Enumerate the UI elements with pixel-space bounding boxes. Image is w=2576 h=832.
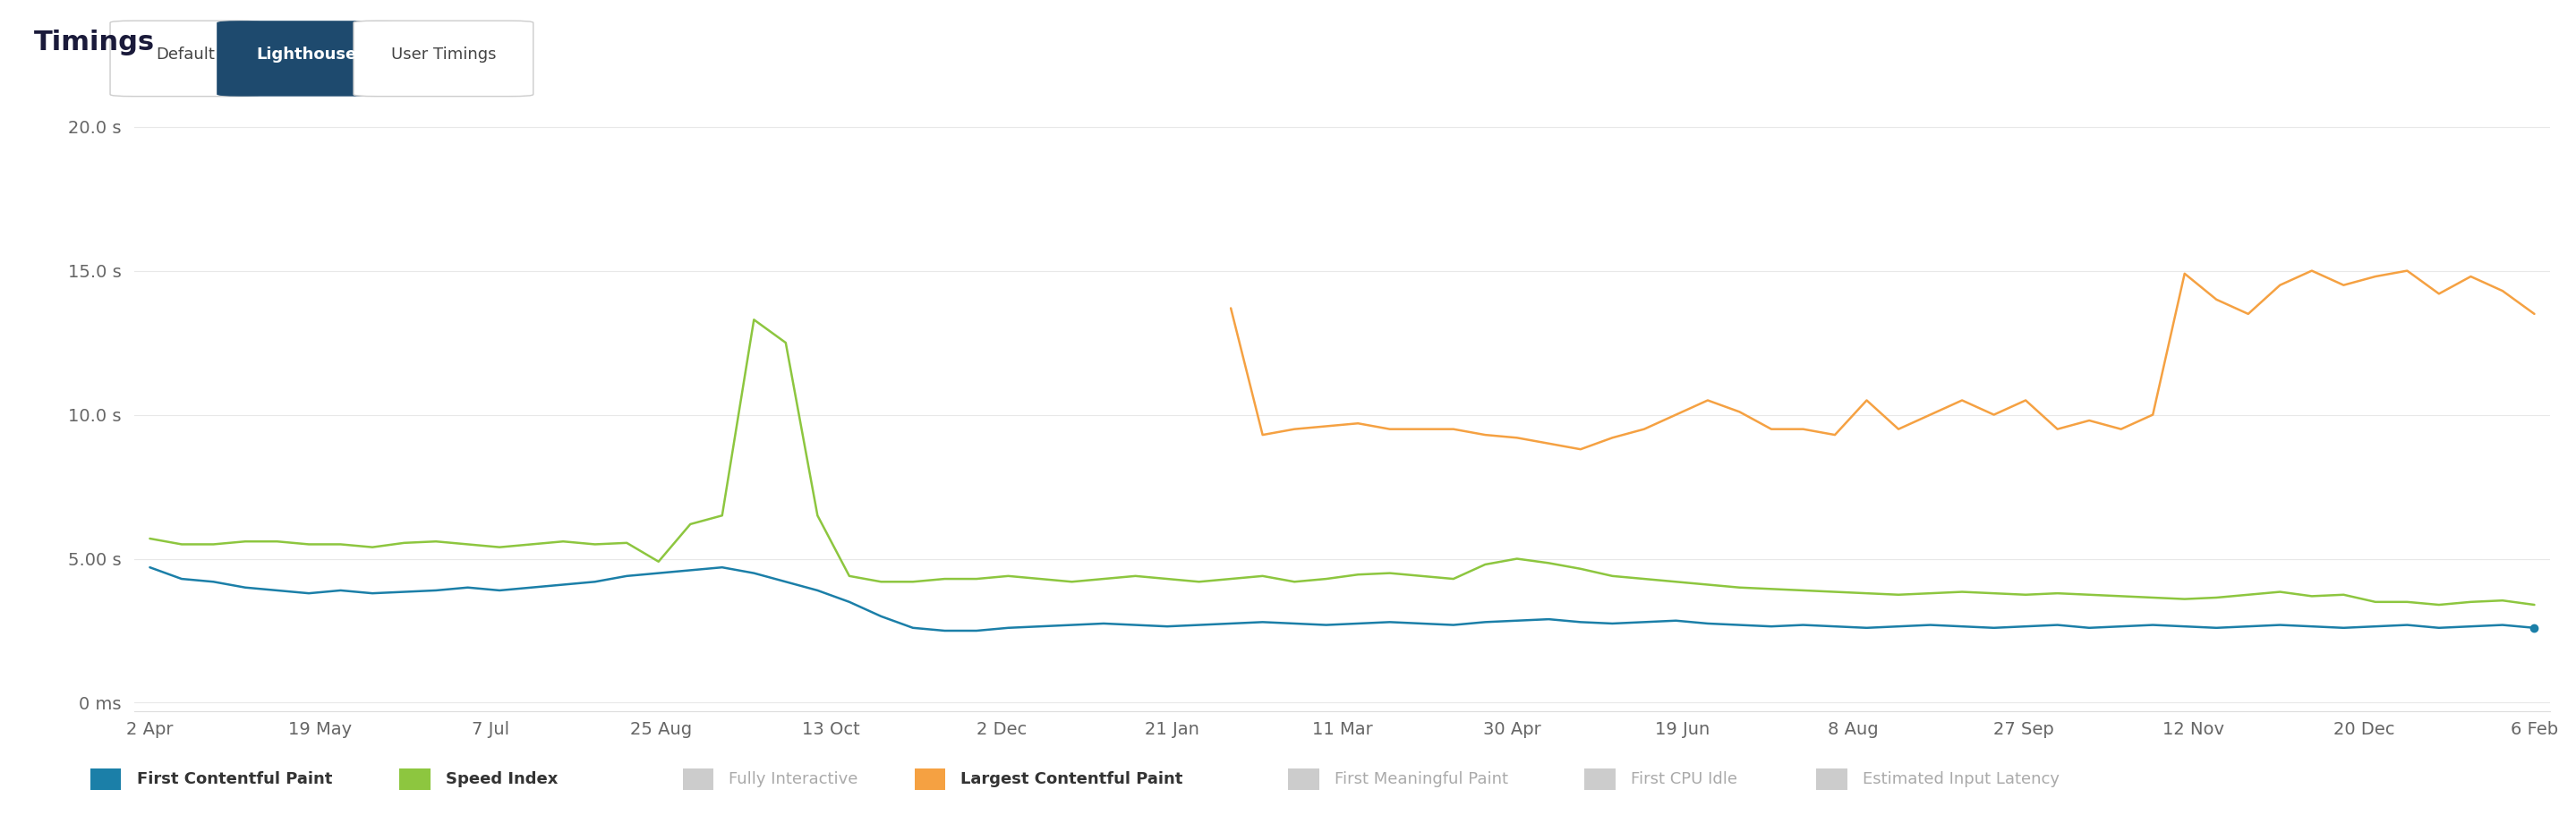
Text: Estimated Input Latency: Estimated Input Latency	[1862, 771, 2058, 787]
Text: Largest Contentful Paint: Largest Contentful Paint	[961, 771, 1182, 787]
Text: First Contentful Paint: First Contentful Paint	[137, 771, 332, 787]
Text: Fully Interactive: Fully Interactive	[729, 771, 858, 787]
Bar	[1816, 768, 1847, 790]
Bar	[914, 768, 945, 790]
FancyBboxPatch shape	[216, 21, 397, 97]
Text: Timings: Timings	[33, 29, 155, 55]
Bar	[90, 768, 121, 790]
Text: User Timings: User Timings	[392, 47, 497, 62]
Text: First CPU Idle: First CPU Idle	[1631, 771, 1736, 787]
Bar	[1288, 768, 1319, 790]
Bar	[683, 768, 714, 790]
FancyBboxPatch shape	[111, 21, 260, 97]
Bar	[399, 768, 430, 790]
Text: Default: Default	[157, 47, 214, 62]
Text: Lighthouse: Lighthouse	[258, 47, 358, 62]
FancyBboxPatch shape	[353, 21, 533, 97]
Text: Speed Index: Speed Index	[446, 771, 559, 787]
Text: First Meaningful Paint: First Meaningful Paint	[1334, 771, 1507, 787]
Bar	[1584, 768, 1615, 790]
